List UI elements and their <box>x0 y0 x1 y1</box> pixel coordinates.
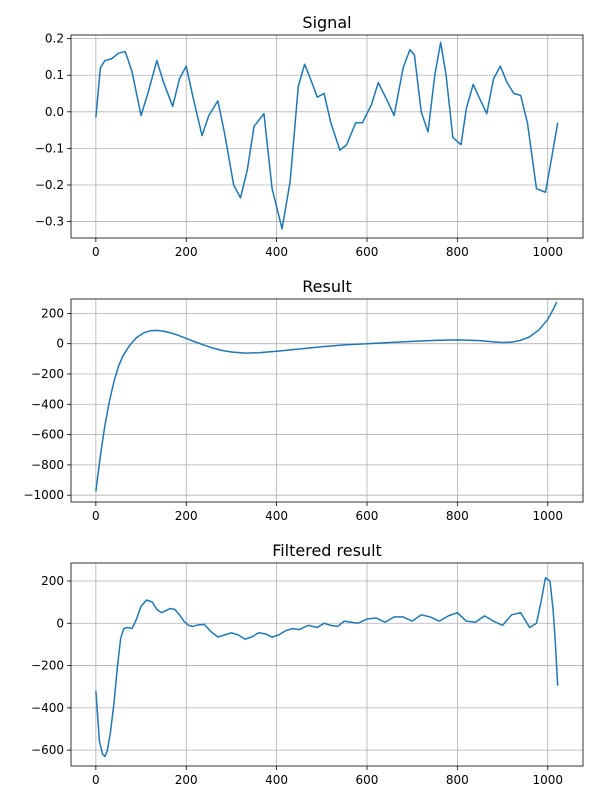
series-line <box>95 301 558 492</box>
chart-title: Result <box>302 277 351 296</box>
x-tick-label: 800 <box>446 245 469 259</box>
series-line <box>95 41 559 230</box>
x-tick-label: 400 <box>265 773 288 787</box>
chart-title: Filtered result <box>272 541 382 560</box>
chart-panel-3: 0 200 400 600 800 1000 −600 −400 −200 0 200 Filtere… <box>31 541 584 787</box>
x-tick-label: 1000 <box>532 773 563 787</box>
x-tick-label: 0 <box>92 245 100 259</box>
x-tick-label: 600 <box>356 245 379 259</box>
x-tick-label: 1000 <box>532 245 563 259</box>
axes-frame <box>70 562 584 767</box>
x-tick-label: 800 <box>446 773 469 787</box>
y-tick-label: −400 <box>31 701 64 715</box>
y-tick-label: −0.3 <box>35 215 64 229</box>
x-tick-label: 0 <box>92 773 100 787</box>
y-tick-label: 0.0 <box>45 105 64 119</box>
y-tick-label: −200 <box>31 659 64 673</box>
y-tick-label: 0 <box>56 337 64 351</box>
y-tick-label: −0.1 <box>35 141 64 155</box>
y-tick-label: −600 <box>31 428 64 442</box>
series-line <box>95 577 559 758</box>
y-tick-label: −400 <box>31 397 64 411</box>
axes-frame <box>70 298 584 503</box>
x-tick-label: 400 <box>265 245 288 259</box>
y-tick-label: 0 <box>56 616 64 630</box>
y-tick-label: −600 <box>31 743 64 757</box>
axes-frame <box>70 34 584 239</box>
y-tick-label: −800 <box>31 458 64 472</box>
y-tick-label: 0.2 <box>45 32 64 46</box>
x-tick-label: 600 <box>356 509 379 523</box>
y-tick-label: −200 <box>31 367 64 381</box>
y-tick-label: −0.2 <box>35 178 64 192</box>
x-tick-label: 200 <box>175 245 198 259</box>
chart-title: Signal <box>302 13 351 32</box>
x-tick-label: 1000 <box>532 509 563 523</box>
x-tick-label: 800 <box>446 509 469 523</box>
chart-panel-2: 0 200 400 600 800 1000 −1000 −800 −600 −400 −200 0 2… <box>23 277 584 523</box>
x-tick-label: 200 <box>175 509 198 523</box>
y-tick-label: 0.1 <box>45 68 64 82</box>
x-tick-label: 600 <box>356 773 379 787</box>
y-tick-label: 200 <box>41 574 64 588</box>
y-tick-label: 200 <box>41 306 64 320</box>
chart-panel-1: 0 200 400 600 800 1000 −0.3 −0.2 −0.1 0.0 0.1 0.2 Si… <box>35 13 584 259</box>
y-tick-label: −1000 <box>23 488 64 502</box>
x-tick-label: 0 <box>92 509 100 523</box>
x-tick-label: 200 <box>175 773 198 787</box>
x-tick-label: 400 <box>265 509 288 523</box>
